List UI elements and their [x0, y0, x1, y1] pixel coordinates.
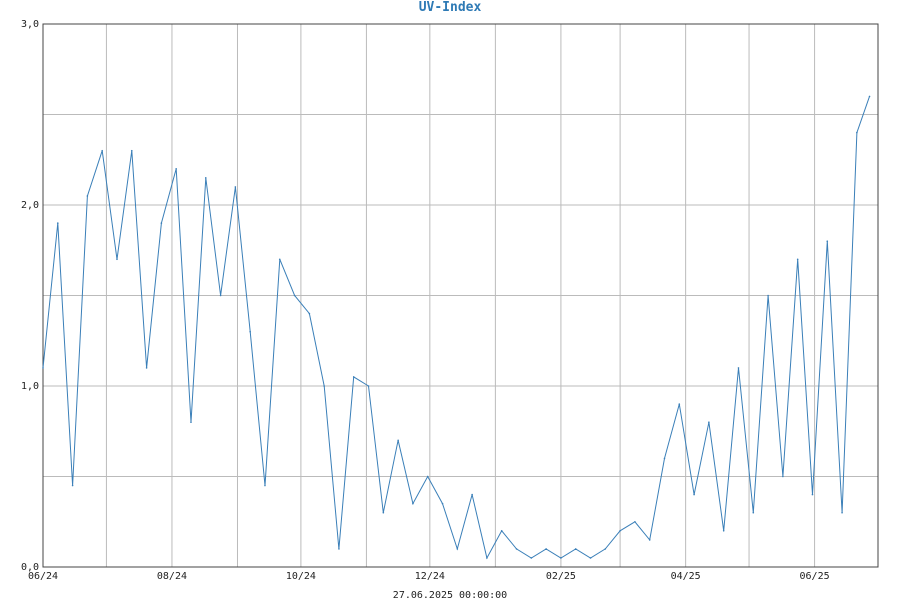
data-point	[841, 511, 843, 514]
data-point	[204, 177, 207, 179]
data-point	[604, 548, 607, 550]
data-point	[382, 511, 385, 514]
data-point	[352, 376, 355, 378]
data-point	[323, 385, 325, 387]
y-tick-label: 0,0	[21, 562, 39, 573]
data-point	[826, 240, 829, 242]
data-point	[42, 367, 44, 369]
x-tick-label: 12/24	[415, 571, 445, 582]
grid-lines	[42, 23, 879, 568]
data-point	[752, 511, 755, 514]
data-point	[530, 557, 533, 559]
x-tick-label: 08/24	[157, 571, 187, 582]
plot-frame	[42, 23, 879, 568]
data-point	[101, 149, 103, 152]
y-tick-label: 1,0	[21, 381, 39, 392]
data-point	[856, 131, 858, 134]
x-tick-label: 04/25	[671, 571, 701, 582]
uv-index-series-line	[42, 96, 870, 560]
data-point	[811, 493, 814, 496]
data-point	[308, 312, 311, 315]
data-point	[145, 367, 148, 369]
data-point	[456, 548, 459, 550]
data-point	[234, 186, 237, 188]
x-tick-label: 02/25	[546, 571, 576, 582]
data-point	[868, 95, 871, 98]
data-point	[693, 493, 695, 496]
data-point	[737, 367, 740, 369]
data-point	[708, 421, 710, 424]
data-point	[560, 557, 562, 559]
data-point	[678, 403, 681, 405]
y-tick-label: 2,0	[21, 200, 39, 211]
data-point	[130, 149, 133, 152]
data-point	[293, 294, 296, 297]
data-point	[441, 502, 444, 505]
data-point	[486, 557, 488, 559]
x-axis-tick-labels: 06/24 08/24 10/24 12/24 02/25 04/25 06/25	[28, 571, 830, 582]
chart-title: UV-Index	[419, 0, 482, 15]
data-point	[397, 439, 399, 442]
data-point	[219, 294, 222, 297]
data-point	[545, 548, 547, 550]
data-point	[722, 530, 725, 532]
data-point	[782, 475, 784, 478]
data-point	[796, 258, 799, 261]
x-tick-label: 06/24	[28, 571, 58, 582]
data-point	[589, 557, 592, 559]
data-point	[500, 530, 503, 532]
chart-footer-timestamp: 27.06.2025 00:00:00	[393, 590, 507, 600]
data-point	[426, 475, 429, 478]
data-point	[249, 330, 251, 333]
data-point	[663, 457, 666, 460]
data-point	[116, 258, 118, 261]
data-point	[634, 520, 636, 523]
data-point	[767, 294, 769, 297]
data-point	[175, 168, 177, 170]
x-tick-label: 06/25	[800, 571, 830, 582]
data-point	[648, 539, 651, 541]
data-points	[42, 95, 871, 559]
data-point	[264, 484, 266, 487]
data-point	[190, 421, 192, 424]
data-point	[71, 484, 74, 487]
data-point	[160, 222, 163, 224]
data-point	[515, 548, 518, 550]
data-point	[574, 548, 577, 550]
data-point	[338, 548, 340, 550]
data-point	[412, 502, 414, 505]
y-axis-tick-labels: 0,0 1,0 2,0 3,0	[21, 19, 39, 573]
x-tick-label: 10/24	[286, 571, 316, 582]
data-point	[471, 493, 473, 496]
data-point	[619, 530, 621, 532]
data-point	[86, 195, 89, 197]
data-point	[278, 258, 281, 261]
data-point	[367, 385, 370, 387]
data-point	[56, 222, 59, 224]
y-tick-label: 3,0	[21, 19, 39, 30]
